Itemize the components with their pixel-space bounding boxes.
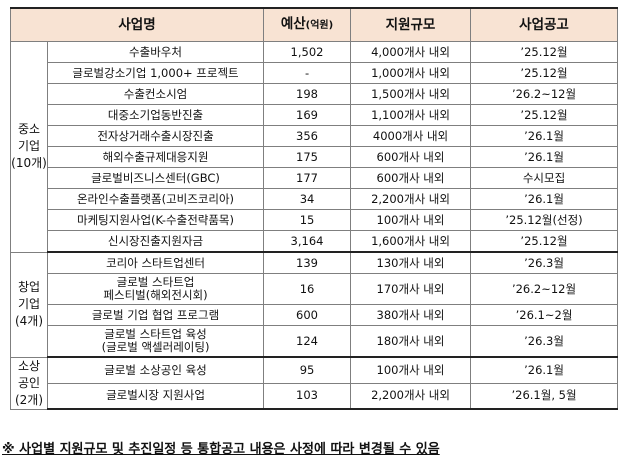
budget-cell: 34 <box>263 188 352 210</box>
program-name-cell: 수출컨소시엄 <box>46 83 265 105</box>
table-row: 해외수출규제대응지원 175 600개사 내외 ’26.1월 <box>11 146 619 168</box>
scale-cell: 2,200개사 내외 <box>350 188 472 210</box>
budget-cell: 356 <box>263 125 352 147</box>
scale-cell: 600개사 내외 <box>350 146 472 168</box>
table-body: 중소 기업 (10개) 수출바우처 1,502 4,000개사 내외 ’25.12월 글로… <box>10 41 619 410</box>
header-budget: 예산(억원) <box>263 7 352 42</box>
table-header-row: 사업명 예산(억원) 지원규모 사업공고 <box>9 7 619 42</box>
group-label: 소상 공인 (2개) <box>10 356 48 410</box>
program-name-cell: 코리아 스타트업센터 <box>46 251 265 274</box>
scale-cell: 100개사 내외 <box>350 356 472 384</box>
program-name-cell: 글로벌 스타트업 페스티벌(해외전시회) <box>46 273 265 305</box>
announcement-cell: 수시모집 <box>470 167 619 189</box>
announcement-cell: ’25.12월 <box>470 104 619 126</box>
scale-cell: 1,100개사 내외 <box>350 104 472 126</box>
table-row: 온라인수출플랫폼(고비즈코리아) 34 2,200개사 내외 ’26.1월 <box>11 188 619 210</box>
program-name-cell: 전자상거래수출시장진출 <box>46 125 265 147</box>
budget-cell: 16 <box>263 273 352 305</box>
footnote: ※ 사업별 지원규모 및 추진일정 등 통합공고 내용은 사정에 따라 변경될 … <box>2 442 440 457</box>
header-program: 사업명 <box>9 7 265 42</box>
table-row: 창업 기업 (4개) 코리아 스타트업센터 139 130개사 내외 ’26.3월 <box>10 251 619 358</box>
program-name-cell: 글로벌시장 지원사업 <box>46 382 265 410</box>
scale-cell: 380개사 내외 <box>350 304 472 326</box>
table-row: 글로벌 스타트업 육성 (글로벌 액셀러레이팅) 124 180개사 내외 ’26.3… <box>11 325 619 358</box>
announcement-cell: ’25.12월 <box>470 230 619 253</box>
table-row: 글로벌비즈니스센터(GBC) 177 600개사 내외 수시모집 <box>11 167 619 189</box>
table-row: 중소 기업 (10개) 수출바우처 1,502 4,000개사 내외 ’25.12월 <box>10 41 619 253</box>
budget-cell: 600 <box>263 304 352 326</box>
scale-cell: 1,000개사 내외 <box>350 62 472 84</box>
program-name-cell: 해외수출규제대응지원 <box>46 146 265 168</box>
budget-cell: - <box>263 62 352 84</box>
table-row: 글로벌시장 지원사업 103 2,200개사 내외 ’26.1월, 5월 <box>11 382 619 410</box>
scale-cell: 2,200개사 내외 <box>350 382 472 410</box>
table-row: 글로벌강소기업 1,000+ 프로젝트 -1,000개사 내외 ’25.12월 <box>11 62 619 84</box>
program-name-cell: 글로벌강소기업 1,000+ 프로젝트 <box>46 62 265 84</box>
program-name-cell: 글로벌 소상공인 육성 <box>46 356 265 384</box>
budget-cell: 95 <box>263 356 352 384</box>
program-name-cell: 온라인수출플랫폼(고비즈코리아) <box>46 188 265 210</box>
scale-cell: 4,000개사 내외 <box>350 41 472 63</box>
budget-cell: 1,502 <box>263 41 352 63</box>
table-row: 수출컨소시엄 198 1,500개사 내외 ’26.2~12월 <box>11 83 619 105</box>
budget-cell: 175 <box>263 146 352 168</box>
announcement-cell: ’26.2~12월 <box>470 273 619 305</box>
announcement-cell: ’26.1월 <box>470 125 619 147</box>
budget-cell: 3,164 <box>263 230 352 253</box>
announcement-cell: ’26.1월 <box>470 146 619 168</box>
scale-cell: 130개사 내외 <box>350 251 472 274</box>
scale-cell: 100개사 내외 <box>350 209 472 231</box>
budget-cell: 103 <box>263 382 352 410</box>
header-budget-unit: (억원) <box>305 20 334 31</box>
budget-cell: 177 <box>263 167 352 189</box>
program-name-cell: 수출바우처 <box>46 41 265 63</box>
announcement-cell: ’26.3월 <box>470 251 619 274</box>
budget-cell: 139 <box>263 251 352 274</box>
group-label: 중소 기업 (10개) <box>10 41 48 253</box>
announcement-cell: ’26.1월 <box>470 188 619 210</box>
program-name-cell: 신시장진출지원자금 <box>46 230 265 253</box>
table-row: 대중소기업동반진출 169 1,100개사 내외 ’25.12월 <box>11 104 619 126</box>
program-table: 사업명 예산(억원) 지원규모 사업공고 중소 기업 (10개) 수출바우처 1,5… <box>9 7 619 410</box>
scale-cell: 600개사 내외 <box>350 167 472 189</box>
budget-cell: 169 <box>263 104 352 126</box>
table-row: 전자상거래수출시장진출 356 4000개사 내외 ’26.1월 <box>11 125 619 147</box>
table-row: 신시장진출지원자금 3,164 1,600개사 내외 ’25.12월 <box>11 230 619 253</box>
scale-cell: 1,500개사 내외 <box>350 83 472 105</box>
program-name-cell: 글로벌 기업 협업 프로그램 <box>46 304 265 326</box>
budget-cell: 124 <box>263 325 352 358</box>
budget-cell: 198 <box>263 83 352 105</box>
announcement-cell: ’26.2~12월 <box>470 83 619 105</box>
announcement-cell: ’26.1월 <box>470 356 619 384</box>
announcement-cell: ’26.3월 <box>470 325 619 358</box>
group-label: 창업 기업 (4개) <box>10 251 48 358</box>
program-name-cell: 글로벌비즈니스센터(GBC) <box>46 167 265 189</box>
scale-cell: 1,600개사 내외 <box>350 230 472 253</box>
budget-cell: 15 <box>263 209 352 231</box>
scale-cell: 180개사 내외 <box>350 325 472 358</box>
announcement-cell: ’26.1~2월 <box>470 304 619 326</box>
announcement-cell: ’26.1월, 5월 <box>470 382 619 410</box>
header-scale: 지원규모 <box>350 7 472 42</box>
header-announcement: 사업공고 <box>470 7 619 42</box>
table-row: 글로벌 스타트업 페스티벌(해외전시회) 16 170개사 내외 ’26.2~12월 <box>11 273 619 305</box>
announcement-cell: ’25.12월(선정) <box>470 209 619 231</box>
program-name-cell: 마케팅지원사업(K-수출전략품목) <box>46 209 265 231</box>
table-row: 소상 공인 (2개) 글로벌 소상공인 육성 95 100개사 내외 ’26.1월 <box>10 356 619 410</box>
program-name-cell: 대중소기업동반진출 <box>46 104 265 126</box>
announcement-cell: ’25.12월 <box>470 62 619 84</box>
table-row: 마케팅지원사업(K-수출전략품목) 15 100개사 내외 ’25.12월(선정) <box>11 209 619 231</box>
program-name-cell: 글로벌 스타트업 육성 (글로벌 액셀러레이팅) <box>46 325 265 358</box>
scale-cell: 170개사 내외 <box>350 273 472 305</box>
table-row: 글로벌 기업 협업 프로그램 600 380개사 내외 ’26.1~2월 <box>11 304 619 326</box>
announcement-cell: ’25.12월 <box>470 41 619 63</box>
scale-cell: 4000개사 내외 <box>350 125 472 147</box>
